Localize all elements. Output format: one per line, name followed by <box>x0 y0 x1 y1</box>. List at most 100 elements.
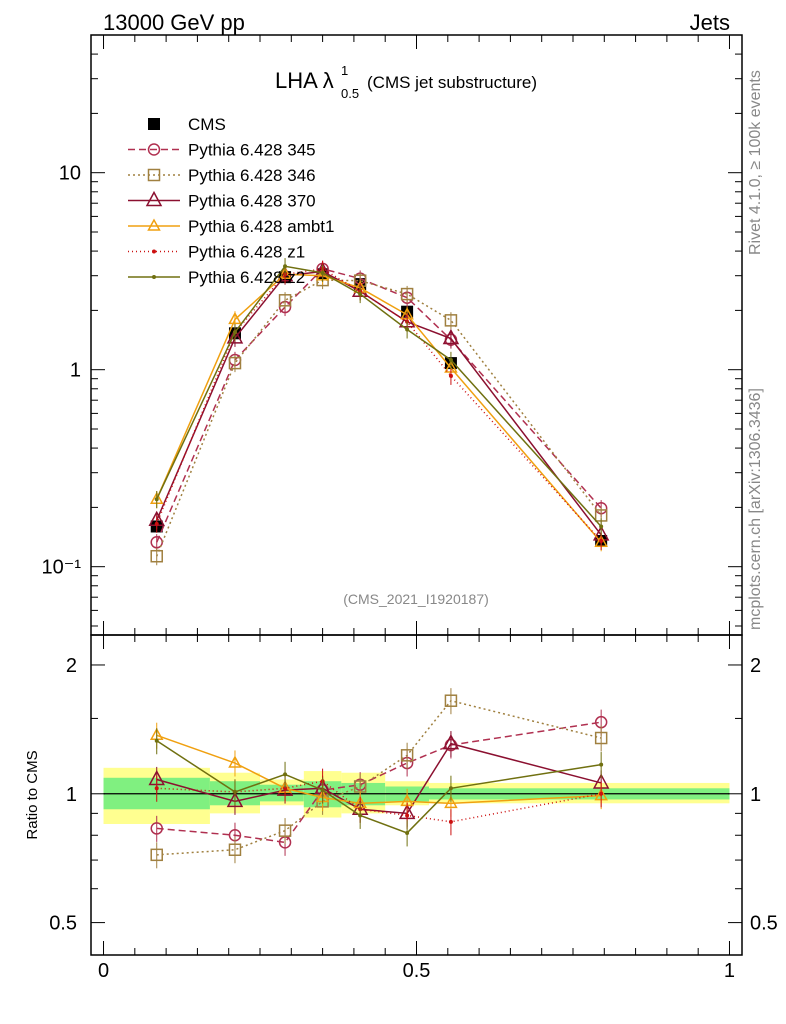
ratio-series-line <box>156 742 602 815</box>
legend-label: Pythia 6.428 ambt1 <box>188 217 334 236</box>
ratio-point <box>283 772 288 777</box>
uncertainty-band <box>103 767 730 824</box>
legend-label: Pythia 6.428 z1 <box>188 243 305 262</box>
legend: CMS Pythia 6.428 345 Pythia 6.428 346 Pythi… <box>128 115 334 287</box>
ratio-point <box>594 731 608 745</box>
ratio-point <box>278 824 292 837</box>
ratio-point <box>599 791 604 796</box>
ratio-point <box>444 795 458 809</box>
ratio-point <box>150 848 163 862</box>
main-point <box>320 270 325 275</box>
ratio-point <box>405 830 410 835</box>
legend-label: Pythia 6.428 370 <box>188 192 316 211</box>
main-series-line <box>156 268 602 542</box>
main-series-line <box>156 265 602 527</box>
legend-entry: Pythia 6.428 370 <box>128 190 316 211</box>
legend-swatch-marker <box>148 118 160 130</box>
main-series-line <box>156 268 602 543</box>
legend-swatch-marker <box>147 143 161 156</box>
legend-entry: CMS <box>148 115 226 134</box>
ratio-point <box>154 738 159 743</box>
ratio-point <box>232 789 237 794</box>
main-point <box>150 549 163 563</box>
legend-swatch-marker <box>147 218 161 231</box>
main-point <box>228 356 242 370</box>
main-point <box>228 311 242 325</box>
ratio-y-tick-label-right: 0.5 <box>750 913 778 935</box>
legend-entry: Pythia 6.428 346 <box>128 166 316 185</box>
main-point <box>599 539 604 544</box>
main-point <box>442 328 460 345</box>
legend-swatch-marker <box>152 249 156 254</box>
ratio-series-line <box>156 734 602 805</box>
ratio-y-label: Ratio to CMS <box>24 750 41 839</box>
ratio-point <box>226 791 244 808</box>
mcplots-label: mcplots.cern.ch [arXiv:1306.3436] <box>747 388 764 630</box>
ratio-point <box>400 749 414 762</box>
main-series-line <box>156 273 602 543</box>
header-left-label: 13000 GeV pp <box>103 10 245 35</box>
ratio-point <box>448 786 453 791</box>
band-inner-segment <box>260 784 304 802</box>
legend-label: CMS <box>188 115 226 134</box>
title-superscript: 1 <box>341 63 348 78</box>
ratio-point <box>442 734 460 750</box>
main-series <box>150 271 608 566</box>
ratio-y-tick-label-right: 1 <box>750 784 761 806</box>
ratio-point <box>599 762 604 767</box>
main-point <box>444 314 458 327</box>
ratio-series <box>154 768 604 836</box>
main-y-tick-label: 10⁻¹ <box>42 557 82 579</box>
main-point <box>150 536 163 549</box>
legend-swatch-marker <box>147 168 161 182</box>
ratio-point <box>358 813 363 818</box>
ratio-point <box>228 843 242 856</box>
main-point <box>405 327 410 332</box>
main-y-tick-label: 1 <box>70 360 81 382</box>
ratio-point <box>444 694 458 707</box>
ratio-x-tick-label: 1 <box>724 960 735 982</box>
ratio-y-tick-label: 1 <box>66 784 77 806</box>
ratio-y-tick-label: 2 <box>66 655 77 677</box>
title-subscript: 0.5 <box>341 86 359 101</box>
title-main: LHA λ <box>275 68 334 93</box>
plot-title: LHA λ 1 0.5 (CMS jet substructure) <box>275 63 537 101</box>
analysis-watermark: (CMS_2021_I1920187) <box>343 591 489 607</box>
ratio-series <box>154 728 604 847</box>
main-point <box>599 524 604 529</box>
ratio-point <box>154 786 159 791</box>
main-point <box>226 328 244 344</box>
legend-label: Pythia 6.428 346 <box>188 166 316 185</box>
legend-entry: Pythia 6.428 z1 <box>128 243 305 262</box>
main-point <box>358 292 363 297</box>
legend-label: Pythia 6.428 z2 <box>188 268 305 287</box>
ratio-point <box>320 788 325 793</box>
ratio-panel-series <box>148 688 610 869</box>
legend-entry: Pythia 6.428 ambt1 <box>128 217 334 236</box>
main-point <box>154 497 159 502</box>
ratio-y-tick-label: 0.5 <box>49 913 77 935</box>
ratio-y-tick-label-right: 2 <box>750 655 761 677</box>
legend-label: Pythia 6.428 345 <box>188 141 316 160</box>
main-panel-series <box>148 258 610 566</box>
rivet-label: Rivet 4.1.0, ≥ 100k events <box>747 70 764 255</box>
ratio-point <box>150 822 163 835</box>
main-point <box>400 287 414 301</box>
legend-swatch-marker <box>152 275 156 279</box>
main-point <box>283 264 288 269</box>
main-point <box>448 373 453 378</box>
main-series <box>154 258 604 536</box>
ratio-x-tick-label: 0 <box>98 960 109 982</box>
ratio-series-line <box>156 740 602 834</box>
ratio-point <box>283 786 288 791</box>
title-suffix: (CMS jet substructure) <box>367 73 537 92</box>
ratio-point <box>228 755 242 768</box>
legend-swatch-marker <box>145 190 163 207</box>
legend-entry: Pythia 6.428 z2 <box>128 268 305 287</box>
main-series <box>148 261 610 544</box>
main-y-tick-label: 10 <box>59 163 81 185</box>
main-point <box>448 357 453 362</box>
main-series-line <box>156 270 602 536</box>
